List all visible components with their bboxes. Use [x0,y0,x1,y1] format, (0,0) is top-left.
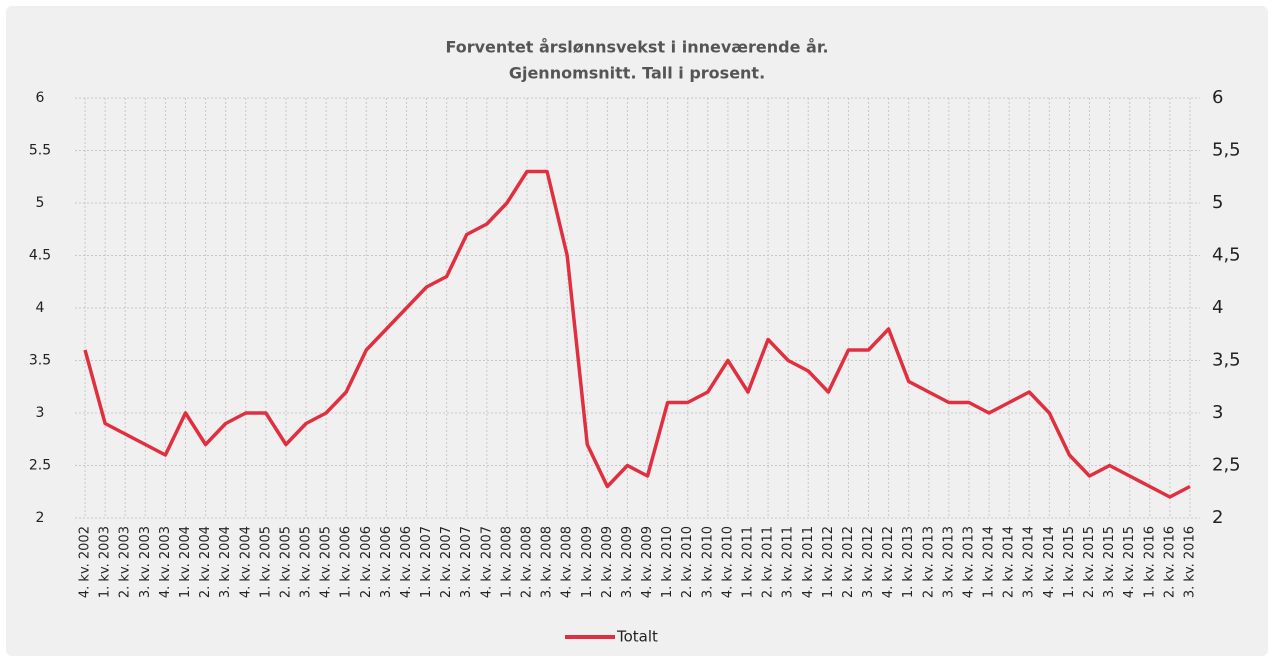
y-tick-label: 4 [36,300,45,316]
x-tick-label: 3. kv. 2013 [941,526,956,598]
x-tick-label: 3. kv. 2014 [1022,526,1037,598]
line-series [83,169,1191,499]
x-tick-label: 4. kv. 2008 [560,526,575,598]
y2-tick-label: 2 [1212,507,1223,528]
x-tick-label: 2. kv. 2014 [1002,526,1017,598]
x-tick-label: 4. kv. 2009 [640,526,655,598]
x-tick-label: 1. kv. 2004 [178,526,193,598]
x-tick-label: 1. kv. 2012 [821,526,836,598]
y-tick-label: 5.5 [29,143,51,159]
x-tick-label: 4. kv. 2011 [801,526,816,598]
x-tick-label: 1. kv. 2013 [901,526,916,598]
x-tick-label: 4. kv. 2002 [78,526,93,598]
x-tick-label: 2. kv. 2013 [921,526,936,598]
x-tick-label: 3. kv. 2010 [700,526,715,598]
x-tick-label: 3. kv. 2003 [138,526,153,598]
x-tick-label: 2. kv. 2015 [1082,526,1097,598]
y2-tick-label: 6 [1212,87,1223,108]
x-tick-label: 2. kv. 2011 [761,526,776,598]
x-tick-label: 4. kv. 2007 [479,526,494,598]
x-tick-label: 3. kv. 2005 [299,526,314,598]
background [6,6,1268,656]
x-tick-label: 1. kv. 2010 [660,526,675,598]
x-tick-label: 4. kv. 2006 [399,526,414,598]
x-tick-label: 3. kv. 2004 [218,526,233,598]
x-tick-label: 2. kv. 2010 [680,526,695,598]
x-tick-label: 3. kv. 2007 [459,526,474,598]
x-tick-label: 3. kv. 2006 [379,526,394,598]
y2-tick-label: 4,5 [1212,245,1241,266]
y2-tick-label: 3 [1212,402,1223,423]
x-tick-label: 1. kv. 2014 [982,526,997,598]
x-tick-label: 1. kv. 2009 [580,526,595,598]
x-tick-label: 2. kv. 2006 [359,526,374,598]
x-tick-label: 4. kv. 2012 [881,526,896,598]
x-tick-label: 4. kv. 2004 [238,526,253,598]
x-tick-label: 2. kv. 2012 [841,526,856,598]
y-tick-label: 6 [36,90,45,106]
x-tick-label: 1. kv. 2007 [419,526,434,598]
x-tick-label: 1. kv. 2016 [1142,526,1157,598]
chart-title: Gjennomsnitt. Tall i prosent. [509,64,765,83]
x-tick-label: 4. kv. 2005 [319,526,334,598]
y-tick-label: 5 [36,195,45,211]
x-tick-label: 2. kv. 2005 [278,526,293,598]
y2-tick-label: 4 [1212,297,1223,318]
x-tick-label: 1. kv. 2003 [98,526,113,598]
x-tick-label: 2. kv. 2003 [118,526,133,598]
y-tick-label: 3 [36,405,45,421]
x-tick-label: 2. kv. 2007 [439,526,454,598]
x-tick-label: 3. kv. 2008 [540,526,555,598]
x-tick-label: 1. kv. 2015 [1062,526,1077,598]
chart-title: Forventet årslønnsvekst i inneværende år… [445,38,828,57]
x-tick-label: 2. kv. 2004 [198,526,213,598]
x-tick-label: 1. kv. 2011 [740,526,755,598]
x-tick-label: 3. kv. 2012 [861,526,876,598]
y-tick-label: 2.5 [29,458,51,474]
y-tick-label: 2 [36,510,45,526]
x-tick-label: 3. kv. 2015 [1102,526,1117,598]
x-tick-label: 2. kv. 2016 [1162,526,1177,598]
x-tick-label: 1. kv. 2005 [258,526,273,598]
y-tick-label: 4.5 [29,248,51,264]
x-tick-label: 3. kv. 2009 [620,526,635,598]
y2-tick-label: 3,5 [1212,350,1241,371]
y-tick-label: 3.5 [29,353,51,369]
x-tick-label: 4. kv. 2003 [158,526,173,598]
x-tick-label: 2. kv. 2009 [600,526,615,598]
x-tick-label: 3. kv. 2016 [1182,526,1197,598]
y2-tick-label: 5,5 [1212,140,1241,161]
x-tick-label: 1. kv. 2008 [499,526,514,598]
x-tick-label: 4. kv. 2013 [961,526,976,598]
x-tick-label: 4. kv. 2014 [1042,526,1057,598]
y2-tick-label: 2,5 [1212,455,1241,476]
x-tick-label: 2. kv. 2008 [520,526,535,598]
x-tick-label: 3. kv. 2011 [781,526,796,598]
y2-tick-label: 5 [1212,192,1223,213]
x-tick-label: 4. kv. 2010 [720,526,735,598]
legend-label: Totalt [616,628,658,646]
x-tick-label: 4. kv. 2015 [1122,526,1137,598]
x-tick-label: 1. kv. 2006 [339,526,354,598]
